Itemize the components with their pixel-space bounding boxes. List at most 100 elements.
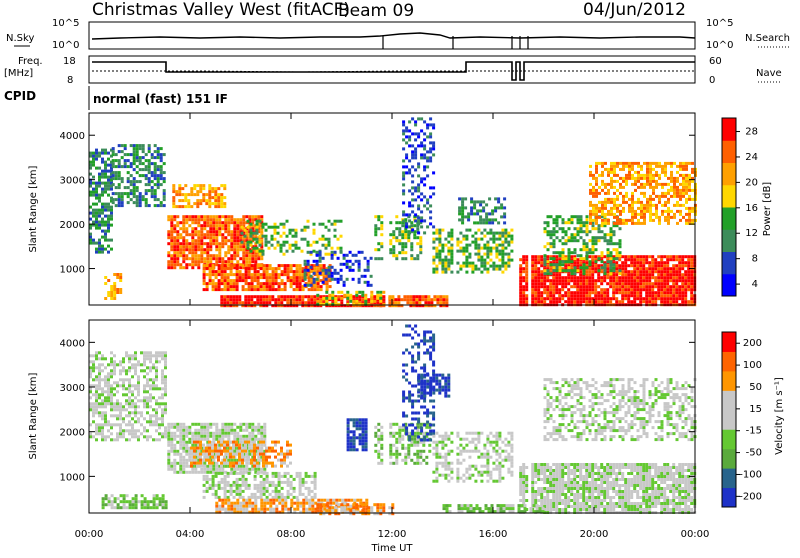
- heatmap-cell: [107, 215, 110, 218]
- heatmap-cell: [224, 276, 227, 279]
- heatmap-cell: [118, 165, 121, 168]
- heatmap-cell: [212, 236, 215, 239]
- heatmap-cell: [191, 227, 194, 230]
- heatmap-cell: [230, 236, 233, 239]
- heatmap-cell: [571, 221, 574, 224]
- heatmap-cell: [651, 261, 654, 264]
- heatmap-cell: [161, 381, 164, 384]
- heatmap-cell: [331, 247, 334, 250]
- heatmap-cell: [657, 282, 660, 285]
- heatmap-cell: [645, 270, 648, 273]
- heatmap-cell: [149, 378, 152, 381]
- heatmap-cell: [254, 264, 257, 267]
- heatmap-cell: [459, 268, 462, 271]
- heatmap-cell: [681, 267, 684, 270]
- heatmap-cell: [233, 227, 236, 230]
- heatmap-cell: [547, 272, 550, 275]
- heatmap-cell: [649, 183, 652, 186]
- heatmap-cell: [612, 273, 615, 276]
- heatmap-cell: [250, 298, 253, 301]
- heatmap-cell: [236, 224, 239, 227]
- heatmap-cell: [666, 255, 669, 258]
- heatmap-cell: [176, 423, 179, 426]
- heatmap-cell: [95, 432, 98, 435]
- heatmap-cell: [263, 270, 266, 273]
- heatmap-cell: [649, 162, 652, 165]
- heatmap-cell: [319, 254, 322, 257]
- heatmap-cell: [181, 193, 184, 196]
- heatmap-cell: [236, 288, 239, 291]
- heatmap-cell: [160, 183, 163, 186]
- heatmap-cell: [245, 267, 248, 270]
- heatmap-cell: [316, 300, 319, 303]
- heatmap-cell: [684, 270, 687, 273]
- heatmap-cell: [158, 432, 161, 435]
- heatmap-cell: [283, 241, 286, 244]
- heatmap-cell: [173, 218, 176, 221]
- heatmap-cell: [358, 278, 361, 281]
- heatmap-cell: [438, 256, 441, 259]
- heatmap-cell: [182, 438, 185, 441]
- heatmap-cell: [122, 369, 125, 372]
- heatmap-cell: [229, 295, 232, 298]
- heatmap-cell: [461, 197, 464, 200]
- heatmap-cell: [690, 300, 693, 303]
- heatmap-cell: [624, 291, 627, 294]
- heatmap-cell: [271, 298, 274, 301]
- heatmap-cell: [498, 265, 501, 268]
- heatmap-cell: [601, 260, 604, 263]
- heatmap-cell: [646, 180, 649, 183]
- heatmap-cell: [113, 282, 116, 285]
- heatmap-cell: [257, 285, 260, 288]
- heatmap-cell: [627, 288, 630, 291]
- heatmap-cell: [402, 192, 405, 195]
- heatmap-cell: [442, 295, 445, 298]
- heatmap-cell: [236, 233, 239, 236]
- heatmap-cell: [405, 222, 408, 225]
- heatmap-cell: [98, 432, 101, 435]
- heatmap-cell: [567, 276, 570, 279]
- heatmap-cell: [146, 405, 149, 408]
- heatmap-cell: [170, 263, 173, 266]
- heatmap-cell: [95, 354, 98, 357]
- heatmap-cell: [107, 420, 110, 423]
- heatmap-cell: [105, 503, 108, 506]
- heatmap-cell: [607, 189, 610, 192]
- heatmap-cell: [691, 168, 694, 171]
- heatmap-cell: [289, 295, 292, 298]
- heatmap-cell: [101, 161, 104, 164]
- heatmap-cell: [116, 408, 119, 411]
- heatmap-cell: [296, 264, 299, 267]
- heatmap-cell: [104, 411, 107, 414]
- heatmap-cell: [564, 294, 567, 297]
- heatmap-cell: [157, 147, 160, 150]
- heatmap-cell: [107, 203, 110, 206]
- heatmap-cell: [663, 270, 666, 273]
- heatmap-cell: [215, 245, 218, 248]
- heatmap-cell: [585, 294, 588, 297]
- heatmap-cell: [307, 269, 310, 272]
- heatmap-cell: [405, 156, 408, 159]
- heatmap-cell: [631, 168, 634, 171]
- heatmap-cell: [245, 260, 248, 263]
- heatmap-cell: [113, 285, 116, 288]
- heatmap-cell: [550, 263, 553, 266]
- heatmap-cell: [681, 282, 684, 285]
- heatmap-cell: [660, 255, 663, 258]
- heatmap-cell: [125, 372, 128, 375]
- heatmap-cell: [218, 254, 221, 257]
- heatmap-cell: [570, 300, 573, 303]
- heatmap-cell: [217, 193, 220, 196]
- heatmap-cell: [120, 494, 123, 497]
- heatmap-cell: [537, 291, 540, 294]
- heatmap-cell: [655, 174, 658, 177]
- heatmap-cell: [673, 177, 676, 180]
- heatmap-cell: [136, 153, 139, 156]
- heatmap-cell: [101, 176, 104, 179]
- heatmap-cell: [688, 210, 691, 213]
- heatmap-cell: [580, 236, 583, 239]
- heatmap-cell: [672, 276, 675, 279]
- heatmap-cell: [630, 264, 633, 267]
- heatmap-cell: [340, 278, 343, 281]
- heatmap-cell: [203, 264, 206, 267]
